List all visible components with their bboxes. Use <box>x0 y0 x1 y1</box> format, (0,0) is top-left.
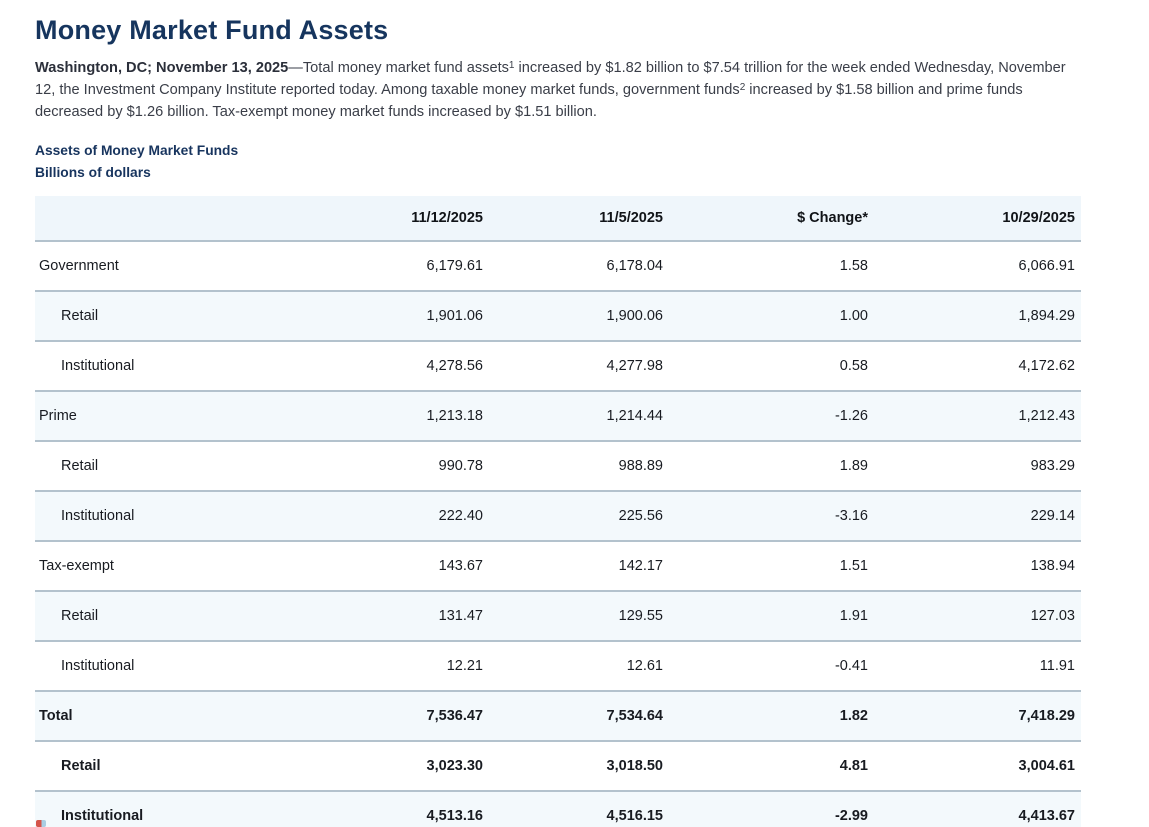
cell-value: 127.03 <box>874 590 1081 641</box>
assets-table: 11/12/2025 11/5/2025 $ Change* 10/29/2025 G… <box>35 196 1081 827</box>
cell-value: 990.78 <box>280 440 489 491</box>
table-row: Institutional 222.40 225.56 -3.16 229.14 <box>35 490 1081 541</box>
row-label: Institutional <box>35 790 280 827</box>
row-label: Tax-exempt <box>35 540 280 591</box>
assets-table-body: Government 6,179.61 6,178.04 1.58 6,066.91 Re… <box>35 240 1081 827</box>
column-header: $ Change* <box>669 196 874 241</box>
cell-value: 1.00 <box>669 290 874 341</box>
cell-value: 1,900.06 <box>489 290 669 341</box>
intro-paragraph: Washington, DC; November 13, 2025—Total … <box>35 57 1081 123</box>
row-label: Institutional <box>35 640 280 691</box>
row-label: Retail <box>35 440 280 491</box>
cell-value: 131.47 <box>280 590 489 641</box>
table-row: Institutional 4,278.56 4,277.98 0.58 4,172.6… <box>35 340 1081 391</box>
cell-value: 225.56 <box>489 490 669 541</box>
cell-value: -1.26 <box>669 390 874 441</box>
cell-value: 1.89 <box>669 440 874 491</box>
cell-value: 4,413.67 <box>874 790 1081 827</box>
cell-value: 6,066.91 <box>874 240 1081 291</box>
page-title: Money Market Fund Assets <box>35 15 389 45</box>
cell-value: 7,534.64 <box>489 690 669 741</box>
footnote-ref-1: 1 <box>508 60 515 71</box>
clipped-footnote-fragment <box>36 820 46 827</box>
cell-value: 4,277.98 <box>489 340 669 391</box>
cell-value: 222.40 <box>280 490 489 541</box>
column-header: 11/5/2025 <box>489 196 669 241</box>
intro-dash: — <box>288 60 303 76</box>
footnote-ref-2: 2 <box>739 82 746 93</box>
table-title: Assets of Money Market Funds <box>35 143 239 158</box>
cell-value: 1,894.29 <box>874 290 1081 341</box>
row-label: Retail <box>35 740 280 791</box>
header-row: 11/12/2025 11/5/2025 $ Change* 10/29/2025 <box>35 196 1081 241</box>
cell-value: -0.41 <box>669 640 874 691</box>
cell-value: 1.51 <box>669 540 874 591</box>
cell-value: 988.89 <box>489 440 669 491</box>
assets-table-header: 11/12/2025 11/5/2025 $ Change* 10/29/2025 <box>35 196 1081 241</box>
cell-value: 1,901.06 <box>280 290 489 341</box>
cell-value: 1.58 <box>669 240 874 291</box>
cell-value: 1.82 <box>669 690 874 741</box>
cell-value: 6,179.61 <box>280 240 489 291</box>
cell-value: 983.29 <box>874 440 1081 491</box>
cell-value: 138.94 <box>874 540 1081 591</box>
cell-value: 1,214.44 <box>489 390 669 441</box>
table-row: Tax-exempt 143.67 142.17 1.51 138.94 <box>35 540 1081 591</box>
intro-text-3: increased by $1.58 billion and prime fun… <box>35 82 1023 120</box>
row-label: Institutional <box>35 340 280 391</box>
table-row: Retail 3,023.30 3,018.50 4.81 3,004.61 <box>35 740 1081 791</box>
cell-value: 11.91 <box>874 640 1081 691</box>
cell-value: 1.91 <box>669 590 874 641</box>
cell-value: 4.81 <box>669 740 874 791</box>
table-row: Retail 990.78 988.89 1.89 983.29 <box>35 440 1081 491</box>
cell-value: 6,178.04 <box>489 240 669 291</box>
intro-text-1: Total money market fund assets <box>302 60 509 76</box>
row-label: Retail <box>35 590 280 641</box>
cell-value: 142.17 <box>489 540 669 591</box>
cell-value: 0.58 <box>669 340 874 391</box>
cell-value: 143.67 <box>280 540 489 591</box>
row-label: Total <box>35 690 280 741</box>
cell-value: 4,278.56 <box>280 340 489 391</box>
cell-value: -2.99 <box>669 790 874 827</box>
table-row: Government 6,179.61 6,178.04 1.58 6,066.91 <box>35 240 1081 291</box>
table-row: Retail 131.47 129.55 1.91 127.03 <box>35 590 1081 641</box>
column-header: 10/29/2025 <box>874 196 1081 241</box>
cell-value: 4,513.16 <box>280 790 489 827</box>
cell-value: 4,172.62 <box>874 340 1081 391</box>
cell-value: 129.55 <box>489 590 669 641</box>
cell-value: 229.14 <box>874 490 1081 541</box>
table-subtitle: Billions of dollars <box>35 165 151 180</box>
table-row: Institutional 12.21 12.61 -0.41 11.91 <box>35 640 1081 691</box>
intro-dateline: Washington, DC; November 13, 2025 <box>35 60 289 76</box>
row-label: Prime <box>35 390 280 441</box>
cell-value: 3,023.30 <box>280 740 489 791</box>
cell-value: 3,018.50 <box>489 740 669 791</box>
cell-value: 3,004.61 <box>874 740 1081 791</box>
column-header-empty <box>35 196 280 241</box>
cell-value: 1,212.43 <box>874 390 1081 441</box>
cell-value: -3.16 <box>669 490 874 541</box>
table-row: Prime 1,213.18 1,214.44 -1.26 1,212.43 <box>35 390 1081 441</box>
column-header: 11/12/2025 <box>280 196 489 241</box>
cell-value: 4,516.15 <box>489 790 669 827</box>
table-row: Institutional 4,513.16 4,516.15 -2.99 4,413.… <box>35 790 1081 827</box>
table-row: Total 7,536.47 7,534.64 1.82 7,418.29 <box>35 690 1081 741</box>
cell-value: 7,536.47 <box>280 690 489 741</box>
cell-value: 12.21 <box>280 640 489 691</box>
row-label: Government <box>35 240 280 291</box>
intro-text-2: increased by $1.82 billion to $7.54 tril… <box>35 60 1066 98</box>
row-label: Institutional <box>35 490 280 541</box>
page-content: Money Market Fund Assets Washington, DC;… <box>35 15 1081 827</box>
cell-value: 12.61 <box>489 640 669 691</box>
row-label: Retail <box>35 290 280 341</box>
table-row: Retail 1,901.06 1,900.06 1.00 1,894.29 <box>35 290 1081 341</box>
cell-value: 7,418.29 <box>874 690 1081 741</box>
cell-value: 1,213.18 <box>280 390 489 441</box>
